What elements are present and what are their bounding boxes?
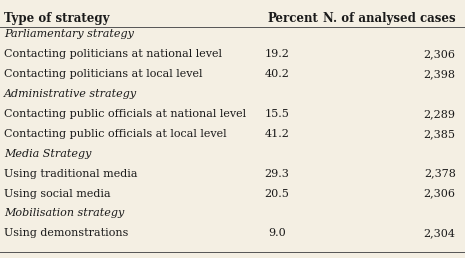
Text: Contacting politicians at national level: Contacting politicians at national level (4, 49, 222, 59)
Text: 2,385: 2,385 (424, 129, 456, 139)
Text: Using social media: Using social media (4, 189, 110, 198)
Text: Administrative strategy: Administrative strategy (4, 89, 137, 99)
Text: 19.2: 19.2 (264, 49, 289, 59)
Text: 41.2: 41.2 (264, 129, 289, 139)
Text: 2,304: 2,304 (424, 228, 456, 238)
Text: Using demonstrations: Using demonstrations (4, 228, 128, 238)
Text: Using traditional media: Using traditional media (4, 168, 137, 179)
Text: 2,378: 2,378 (424, 168, 456, 179)
Text: 2,306: 2,306 (424, 189, 456, 198)
Text: Contacting politicians at local level: Contacting politicians at local level (4, 69, 202, 79)
Text: N. of analysed cases: N. of analysed cases (323, 12, 456, 25)
Text: Type of strategy: Type of strategy (4, 12, 109, 25)
Text: 9.0: 9.0 (268, 228, 286, 238)
Text: Contacting public officials at local level: Contacting public officials at local lev… (4, 129, 226, 139)
Text: 2,289: 2,289 (424, 109, 456, 119)
Text: Media Strategy: Media Strategy (4, 149, 91, 159)
Text: 40.2: 40.2 (264, 69, 289, 79)
Text: Parliamentary strategy: Parliamentary strategy (4, 29, 133, 39)
Text: Contacting public officials at national level: Contacting public officials at national … (4, 109, 246, 119)
Text: 2,398: 2,398 (424, 69, 456, 79)
Text: 2,306: 2,306 (424, 49, 456, 59)
Text: Mobilisation strategy: Mobilisation strategy (4, 208, 124, 219)
Text: 29.3: 29.3 (264, 168, 289, 179)
Text: 20.5: 20.5 (264, 189, 289, 198)
Text: 15.5: 15.5 (264, 109, 289, 119)
Text: Percent: Percent (267, 12, 318, 25)
